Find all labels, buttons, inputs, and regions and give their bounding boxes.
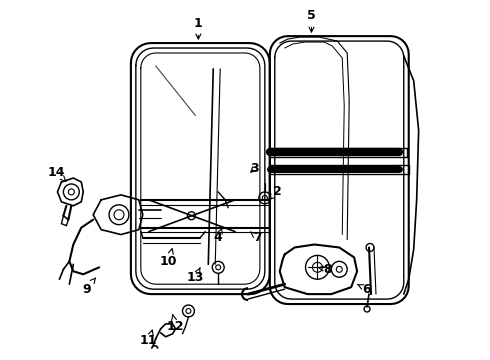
Text: 5: 5 [307,9,316,32]
Text: 13: 13 [187,268,204,284]
Text: 3: 3 [250,162,259,175]
Text: 14: 14 [48,166,66,181]
Text: 2: 2 [269,185,282,199]
Text: 8: 8 [318,263,332,276]
Text: 12: 12 [167,315,184,333]
Text: 7: 7 [250,231,262,244]
Text: 1: 1 [194,17,203,39]
Text: 9: 9 [82,278,96,296]
Text: 10: 10 [160,249,177,268]
Text: 11: 11 [140,330,157,347]
Text: 6: 6 [357,283,371,296]
Text: 4: 4 [214,228,222,244]
